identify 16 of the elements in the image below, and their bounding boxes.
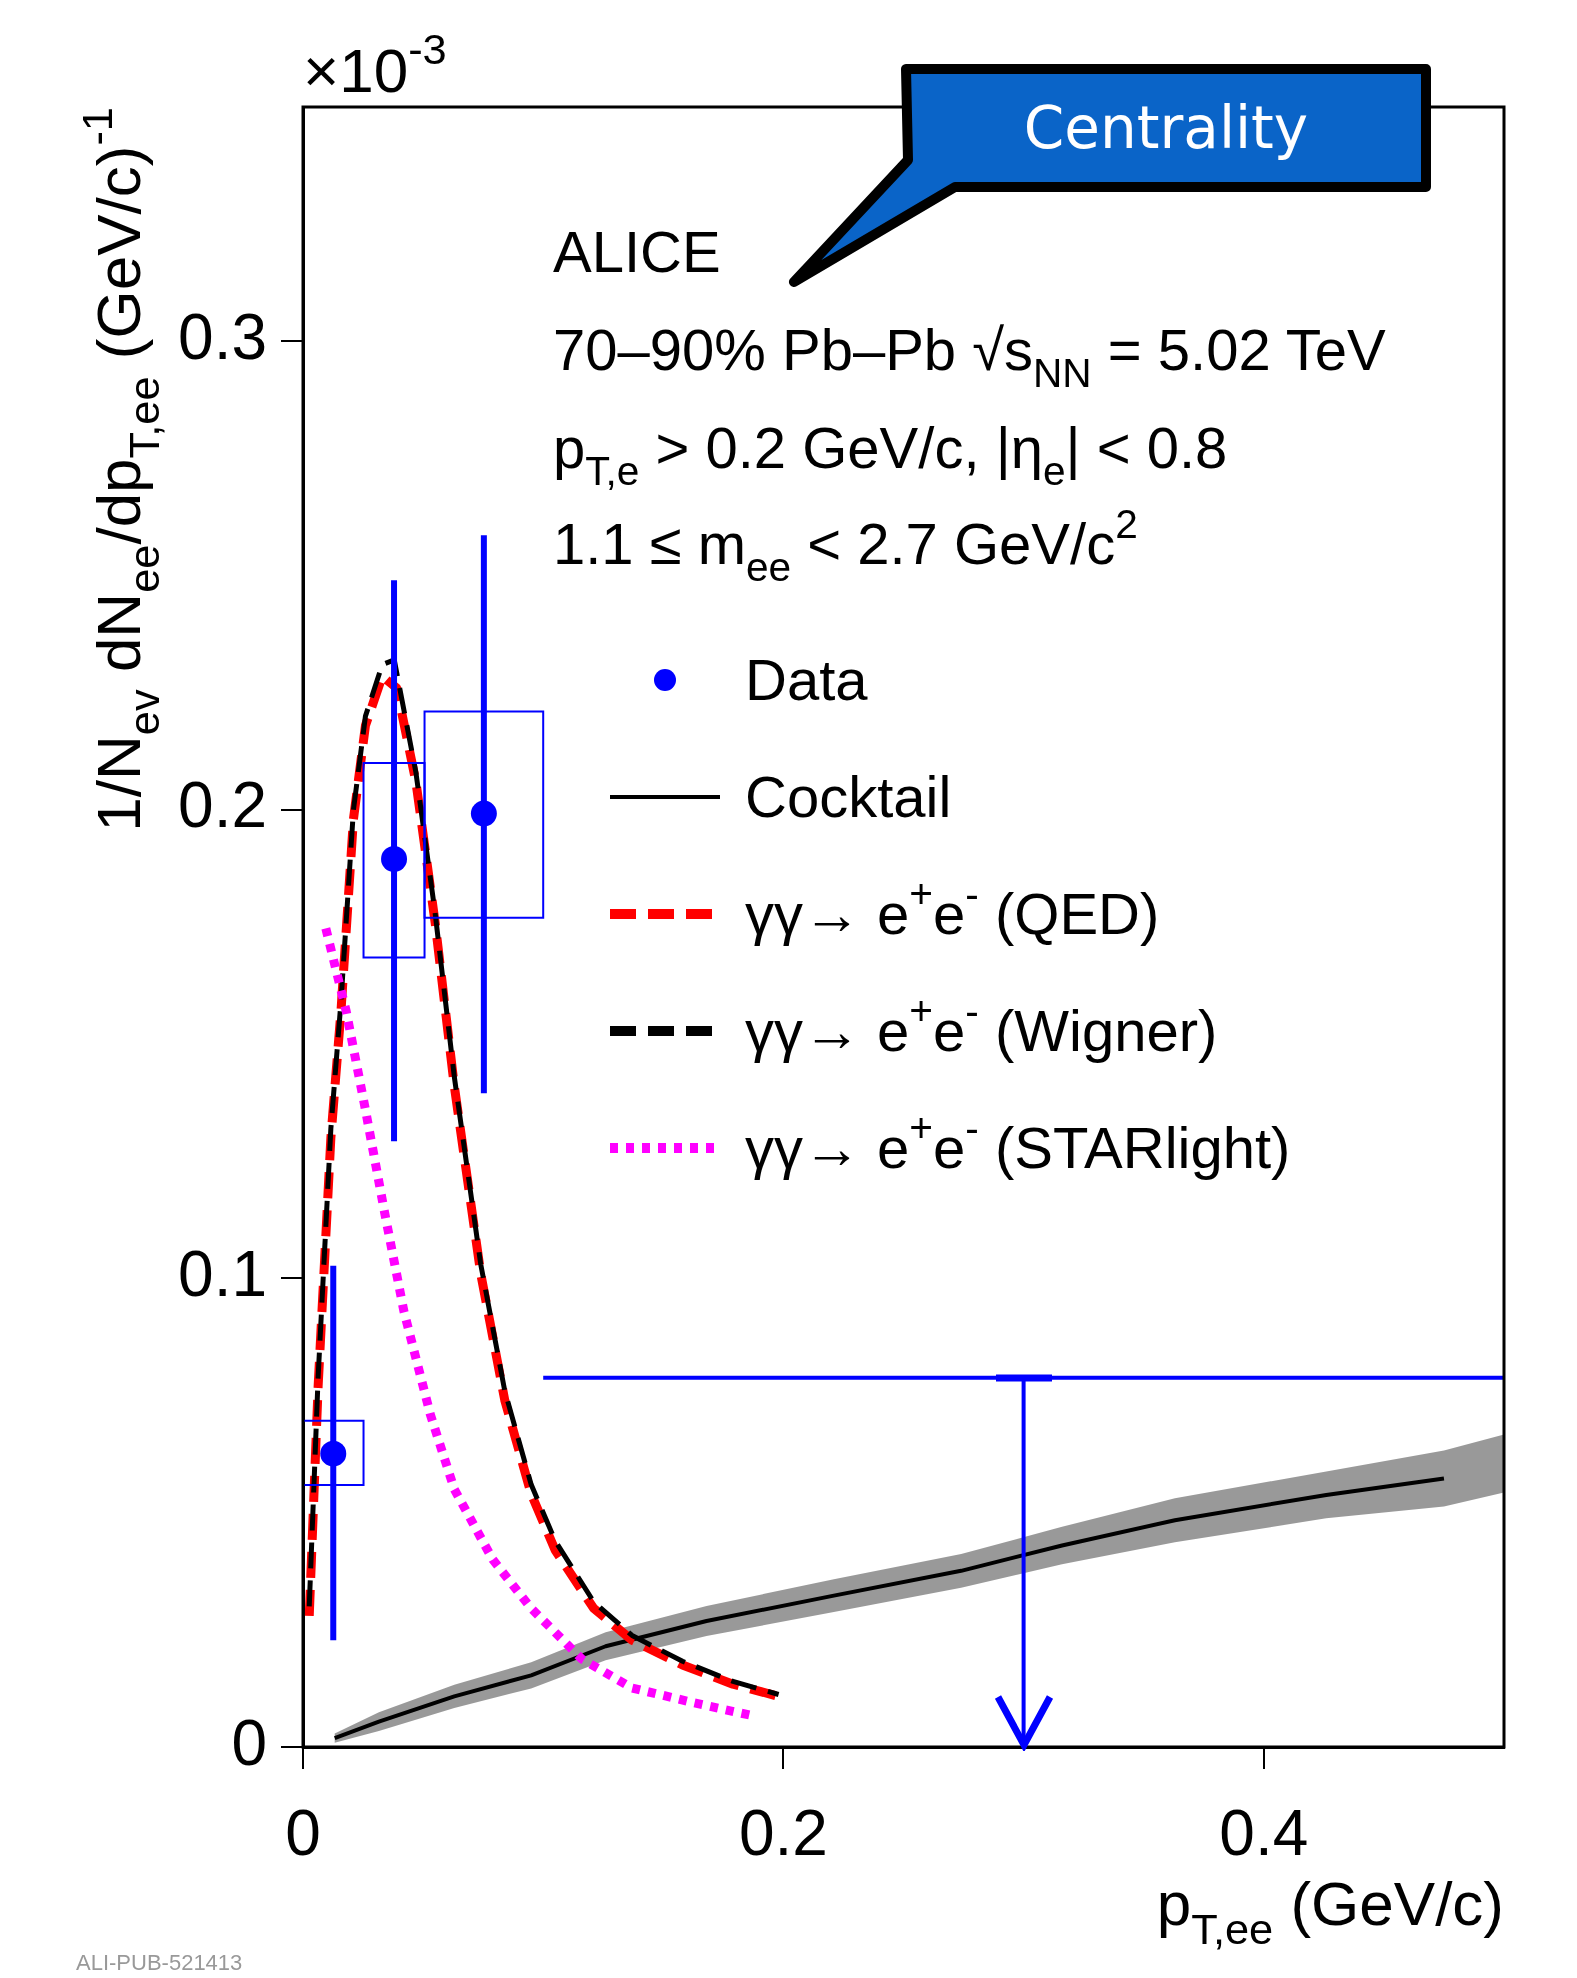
- annotation: ALICE: [553, 219, 721, 284]
- legend-label: γγ→ e+e- (Wigner): [745, 987, 1218, 1063]
- annotation: Centrality: [1023, 94, 1309, 162]
- x-tick-label: 0.2: [738, 1797, 828, 1870]
- y-tick-label: 0: [231, 1706, 267, 1779]
- text: ALI-PUB-521413: [76, 1950, 243, 1975]
- y-tick-label: 0.3: [178, 300, 267, 373]
- legend-label: γγ→ e+e- (QED): [745, 870, 1160, 946]
- legend-label: γγ→ e+e- (STARlight): [745, 1104, 1291, 1180]
- x-tick-label: 0.4: [1219, 1797, 1309, 1870]
- legend-label: Data: [745, 647, 869, 712]
- y-tick-label: 0.2: [178, 769, 267, 842]
- legend-label: Cocktail: [745, 764, 952, 829]
- x-tick-label: 0: [285, 1797, 321, 1870]
- y-axis-title: 1/Nev dNee/dpT,ee (GeV/c)-1: [73, 106, 168, 832]
- y-tick-label: 0.1: [178, 1238, 267, 1311]
